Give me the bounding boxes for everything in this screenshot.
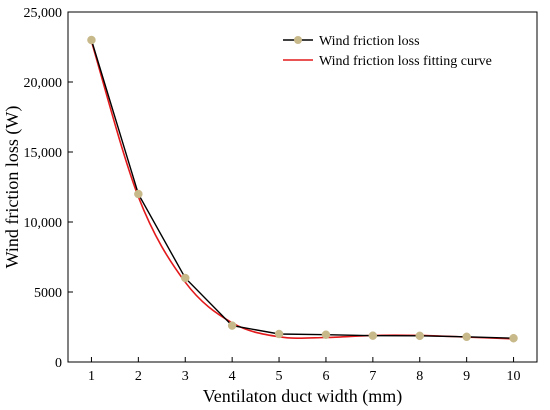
data-point: [134, 189, 143, 199]
legend-swatch-marker: [294, 36, 302, 44]
plot-frame: [67, 11, 538, 363]
fitting-curve-line: [90, 41, 514, 340]
x-tick-label: 4: [229, 369, 236, 384]
data-point: [462, 332, 471, 342]
x-tick-label: 6: [322, 369, 329, 384]
legend-entry-label: Wind friction loss: [319, 34, 420, 49]
x-tick-label: 10: [507, 369, 521, 384]
x-tick-label: 1: [88, 369, 95, 384]
x-tick-label: 2: [135, 369, 142, 384]
data-point: [415, 331, 424, 341]
data-point: [321, 330, 331, 339]
data-point: [87, 35, 96, 45]
x-axis-title: Ventilaton duct width (mm): [203, 386, 402, 407]
y-tick-label: 10,000: [24, 216, 63, 231]
y-axis-title: Wind friction loss (W): [2, 106, 23, 269]
x-tick-label: 7: [369, 369, 376, 384]
y-tick-label: 0: [55, 356, 62, 371]
wind-friction-loss-line: [90, 39, 514, 339]
x-tick-label: 5: [276, 369, 283, 384]
legend-entry-label: Wind friction loss fitting curve: [319, 54, 492, 69]
data-point: [274, 329, 284, 339]
y-tick-label: 5000: [34, 286, 62, 301]
x-tick-label: 3: [182, 369, 189, 384]
axes: 1 2 3 4 5 6 7 8 9 10 0 5000 10,000 15,000 20,000 25,000: [24, 6, 538, 384]
y-tick-label: 25,000: [24, 6, 63, 21]
plot-area: [87, 35, 518, 343]
data-point: [368, 331, 378, 340]
y-tick-label: 15,000: [24, 146, 63, 161]
y-tick-label: 20,000: [24, 76, 63, 91]
legend: Wind friction loss Wind friction loss fit…: [283, 34, 492, 69]
x-tick-label: 9: [463, 369, 470, 384]
data-point: [509, 333, 518, 343]
x-tick-label: 8: [416, 369, 423, 384]
data-point: [227, 321, 237, 330]
data-point: [181, 273, 190, 283]
